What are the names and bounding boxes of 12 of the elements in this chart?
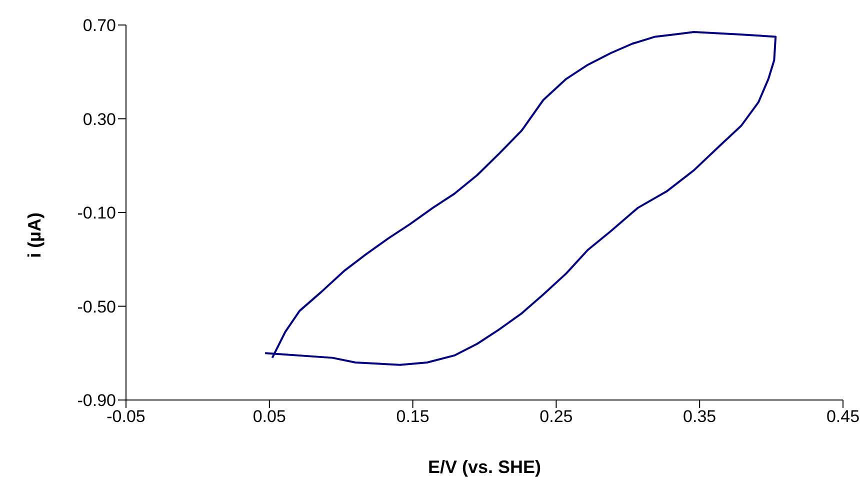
- y-tick-label: -0.50: [77, 297, 116, 316]
- y-tick-label: 0.70: [82, 16, 116, 36]
- x-tick-label: 0.25: [540, 407, 573, 426]
- y-tick-label: -0.10: [77, 204, 116, 223]
- x-tick-label: 0.45: [826, 407, 860, 426]
- x-tick-label: 0.15: [396, 407, 430, 426]
- y-axis-title: i (µA): [24, 212, 44, 258]
- y-tick-label: 0.30: [82, 110, 116, 129]
- x-tick-label: 0.35: [683, 407, 716, 426]
- x-tick-label: 0.05: [252, 407, 286, 426]
- x-axis-title: E/V (vs. SHE): [428, 456, 542, 477]
- line-series: [264, 31, 777, 366]
